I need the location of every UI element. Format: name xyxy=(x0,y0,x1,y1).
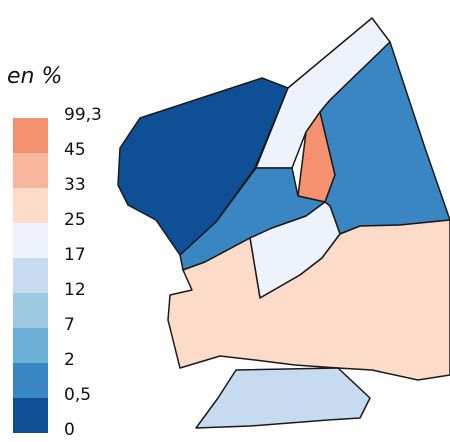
legend-swatch-class-0.5-2 xyxy=(13,363,48,398)
legend-break-label: 17 xyxy=(64,245,86,265)
legend-swatch-class-25-33 xyxy=(13,188,48,223)
legend-break-label: 7 xyxy=(64,315,75,335)
legend-title: en % xyxy=(7,64,63,89)
legend-break-label: 12 xyxy=(64,280,86,300)
district-south-large[interactable] xyxy=(167,219,450,381)
legend-break-label: 45 xyxy=(64,140,86,160)
legend-break-label: 33 xyxy=(64,175,86,195)
legend-swatch-class-2-7 xyxy=(13,328,48,363)
legend-break-label: 2 xyxy=(64,350,75,370)
map-regions xyxy=(117,17,450,429)
legend-swatch-class-0-0.5 xyxy=(13,398,48,433)
legend-break-label: 0,5 xyxy=(64,385,92,405)
legend-swatch-class-17-25 xyxy=(13,223,48,258)
district-south-island[interactable] xyxy=(195,367,371,429)
legend-break-label: 0 xyxy=(64,420,75,440)
legend-swatch-class-7-12 xyxy=(13,293,48,328)
legend-swatch-class-33-45 xyxy=(13,153,48,188)
legend-break-label: 25 xyxy=(64,210,86,230)
legend-swatch-class-45-99 xyxy=(13,118,48,153)
legend-swatch-class-12-17 xyxy=(13,258,48,293)
map-legend: en % 99,3 45 33 25 17 12 7 2 0,5 0 xyxy=(0,0,130,442)
legend-break-label: 99,3 xyxy=(64,105,102,125)
